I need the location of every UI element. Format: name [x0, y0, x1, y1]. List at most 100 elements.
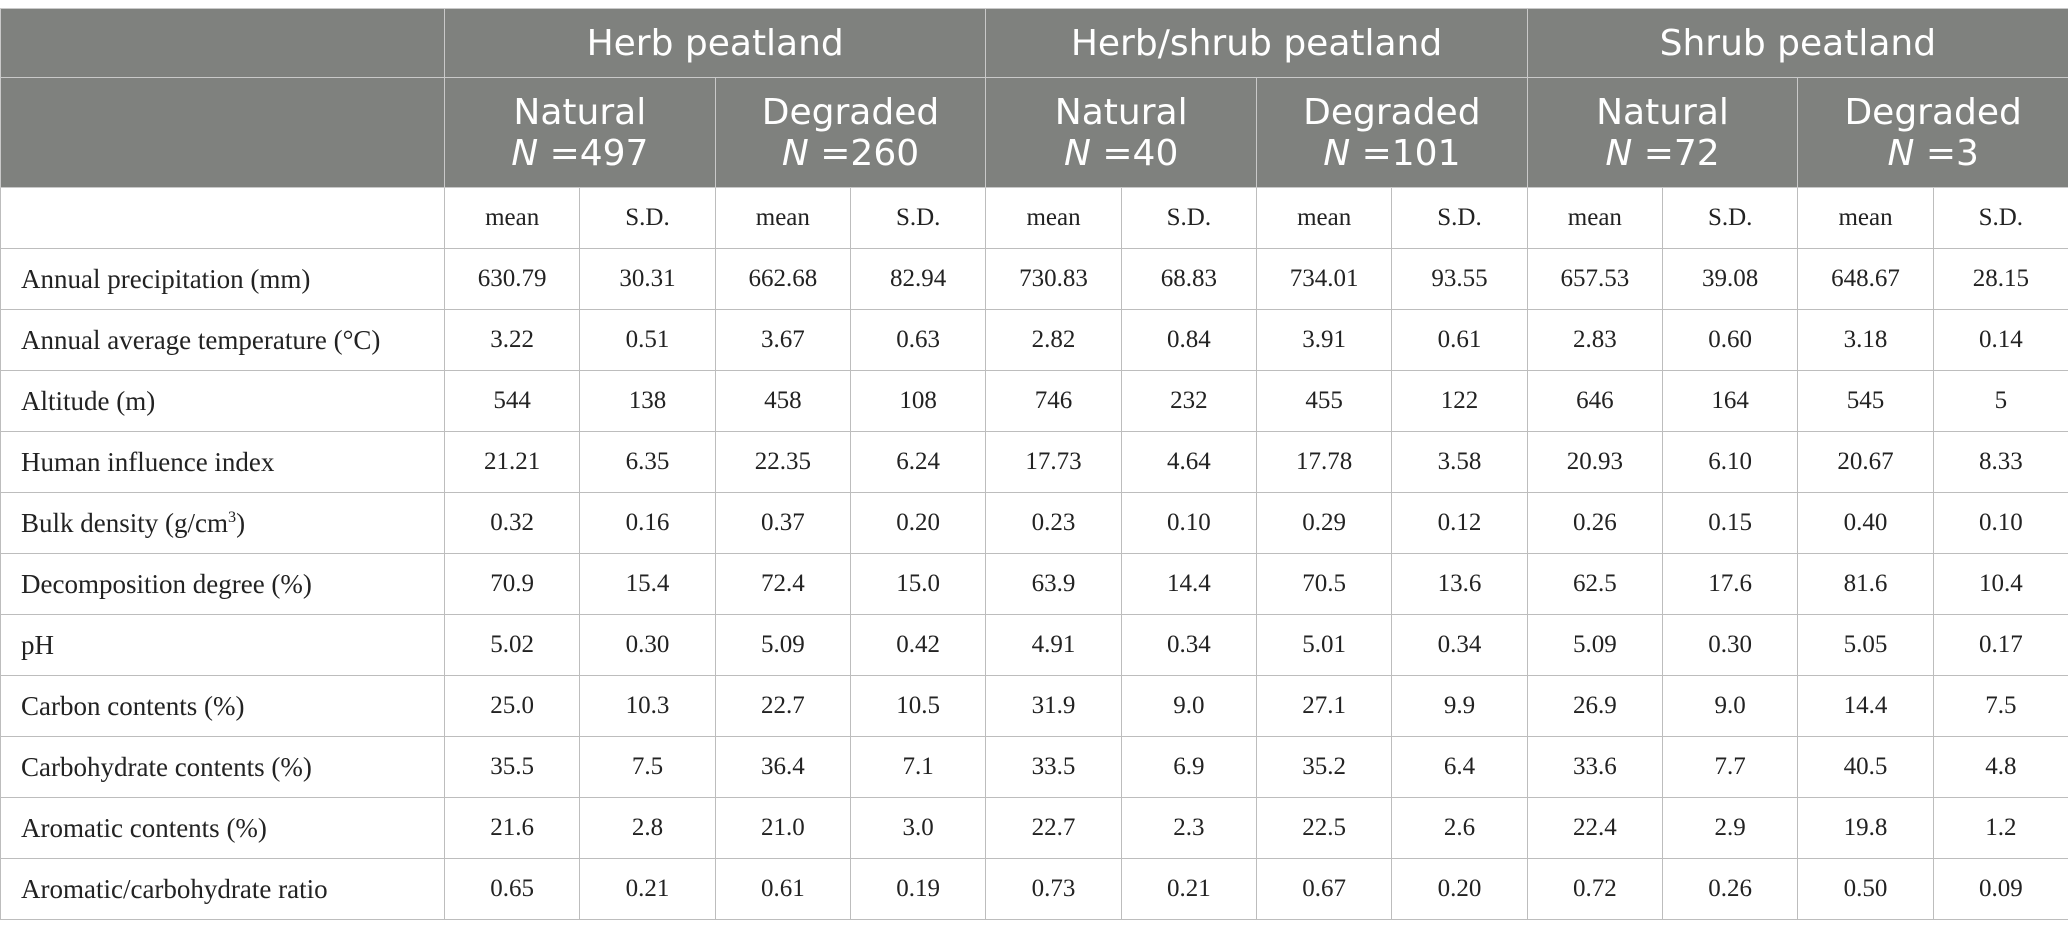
stat-label-sd: S.D. — [1932, 187, 2068, 249]
cell-sd: 0.42 — [849, 614, 987, 676]
cell-mean: 4.91 — [985, 614, 1122, 676]
cell-mean: 0.32 — [443, 492, 581, 554]
cell-sd: 0.10 — [1932, 492, 2068, 554]
cell-mean: 0.40 — [1797, 492, 1934, 554]
cell-mean: 21.6 — [443, 797, 581, 859]
cell-mean: 0.61 — [714, 858, 851, 920]
cell-sd: 2.9 — [1662, 797, 1799, 859]
cell-sd: 4.64 — [1120, 431, 1258, 493]
cell-mean: 70.5 — [1256, 553, 1393, 615]
cell-mean: 40.5 — [1797, 736, 1934, 798]
stat-label-sd: S.D. — [849, 187, 987, 249]
data-table-container: Herb peatland Herb/shrub peatland Shrub … — [0, 8, 2068, 920]
cell-mean: 3.22 — [443, 309, 581, 371]
cell-mean: 81.6 — [1797, 553, 1934, 615]
subgroup-header: Natural N =72 — [1526, 77, 1799, 188]
cell-mean: 3.67 — [714, 309, 851, 371]
table-row: Bulk density (g/cm3) 0.32 0.16 0.37 0.20 0.23… — [0, 492, 2068, 554]
cell-mean: 20.67 — [1797, 431, 1934, 493]
cell-sd: 2.6 — [1391, 797, 1528, 859]
cell-sd: 6.10 — [1662, 431, 1799, 493]
row-label-text: Annual average temperature (°C) — [21, 324, 381, 355]
subgroup-header: Degraded N =260 — [714, 77, 987, 188]
cell-sd: 28.15 — [1932, 248, 2068, 310]
stat-label-sd: S.D. — [1391, 187, 1528, 249]
cell-sd: 0.17 — [1932, 614, 2068, 676]
cell-mean: 5.05 — [1797, 614, 1934, 676]
cell-sd: 0.60 — [1662, 309, 1799, 371]
row-label-superscript: 3 — [227, 507, 237, 526]
cell-mean: 33.5 — [985, 736, 1122, 798]
cell-sd: 6.9 — [1120, 736, 1258, 798]
cell-mean: 657.53 — [1526, 248, 1664, 310]
row-label-text: Annual precipitation (mm) — [21, 263, 311, 294]
table-body: mean S.D. mean S.D. mean S.D. mean S.D. … — [0, 187, 2068, 920]
cell-sd: 0.20 — [849, 492, 987, 554]
row-label: Altitude (m) — [0, 370, 445, 432]
n-value: =260 — [808, 132, 920, 174]
cell-mean: 646 — [1526, 370, 1664, 432]
cell-mean: 27.1 — [1256, 675, 1393, 737]
cell-mean: 662.68 — [714, 248, 851, 310]
cell-sd: 15.4 — [579, 553, 716, 615]
cell-sd: 232 — [1120, 370, 1258, 432]
group-header-shrub: Shrub peatland — [1526, 8, 2068, 78]
cell-sd: 10.3 — [579, 675, 716, 737]
cell-sd: 6.24 — [849, 431, 987, 493]
cell-mean: 21.21 — [443, 431, 581, 493]
cell-mean: 0.67 — [1256, 858, 1393, 920]
stat-label-mean: mean — [443, 187, 581, 249]
row-label: Aromatic contents (%) — [0, 797, 445, 859]
cell-mean: 5.09 — [1526, 614, 1664, 676]
cell-mean: 3.18 — [1797, 309, 1934, 371]
row-label: Annual average temperature (°C) — [0, 309, 445, 371]
peatland-table: Herb peatland Herb/shrub peatland Shrub … — [0, 8, 2068, 920]
row-label: pH — [0, 614, 445, 676]
cell-sd: 7.1 — [849, 736, 987, 798]
cell-sd: 3.0 — [849, 797, 987, 859]
stat-label-mean: mean — [1256, 187, 1393, 249]
row-label-text: Aromatic contents (%) — [21, 812, 267, 843]
row-label-suffix: ) — [236, 507, 246, 538]
row-label-text: Carbon contents (%) — [21, 690, 245, 721]
n-value: =3 — [1914, 132, 1979, 174]
cell-sd: 15.0 — [849, 553, 987, 615]
cell-sd: 30.31 — [579, 248, 716, 310]
cell-mean: 22.5 — [1256, 797, 1393, 859]
subgroup-header: Degraded N =3 — [1797, 77, 2068, 188]
cell-sd: 122 — [1391, 370, 1528, 432]
n-value: =72 — [1632, 132, 1720, 174]
cell-sd: 17.6 — [1662, 553, 1799, 615]
subgroup-header-row: Natural N =497 Degraded N =260 Natural N =4… — [0, 77, 2068, 188]
cell-sd: 108 — [849, 370, 987, 432]
cell-mean: 746 — [985, 370, 1122, 432]
cell-mean: 458 — [714, 370, 851, 432]
cell-mean: 22.4 — [1526, 797, 1664, 859]
n-symbol: N — [1064, 132, 1091, 174]
row-label: Carbohydrate contents (%) — [0, 736, 445, 798]
cell-sd: 0.26 — [1662, 858, 1799, 920]
row-label: Carbon contents (%) — [0, 675, 445, 737]
subgroup-header: Degraded N =101 — [1256, 77, 1528, 188]
cell-sd: 3.58 — [1391, 431, 1528, 493]
cell-sd: 6.4 — [1391, 736, 1528, 798]
cell-mean: 648.67 — [1797, 248, 1934, 310]
cell-mean: 3.91 — [1256, 309, 1393, 371]
subgroup-status: Natural — [1054, 91, 1188, 133]
row-label: Annual precipitation (mm) — [0, 248, 445, 310]
table-row: Carbohydrate contents (%) 35.5 7.5 36.4 7.1 3… — [0, 736, 2068, 798]
subgroup-status: Degraded — [1844, 91, 2022, 133]
cell-mean: 5.09 — [714, 614, 851, 676]
subgroup-header: Natural N =40 — [985, 77, 1258, 188]
table-row: Carbon contents (%) 25.0 10.3 22.7 10.5 31.9 9… — [0, 675, 2068, 737]
cell-mean: 5.01 — [1256, 614, 1393, 676]
cell-mean: 0.26 — [1526, 492, 1664, 554]
header-corner — [0, 8, 445, 78]
subgroup-header: Natural N =497 — [444, 77, 716, 188]
cell-mean: 20.93 — [1526, 431, 1664, 493]
n-symbol: N — [1887, 132, 1915, 174]
cell-mean: 0.29 — [1256, 492, 1393, 554]
cell-mean: 2.82 — [985, 309, 1122, 371]
row-label-text: Human influence index — [21, 446, 275, 477]
cell-mean: 19.8 — [1797, 797, 1934, 859]
